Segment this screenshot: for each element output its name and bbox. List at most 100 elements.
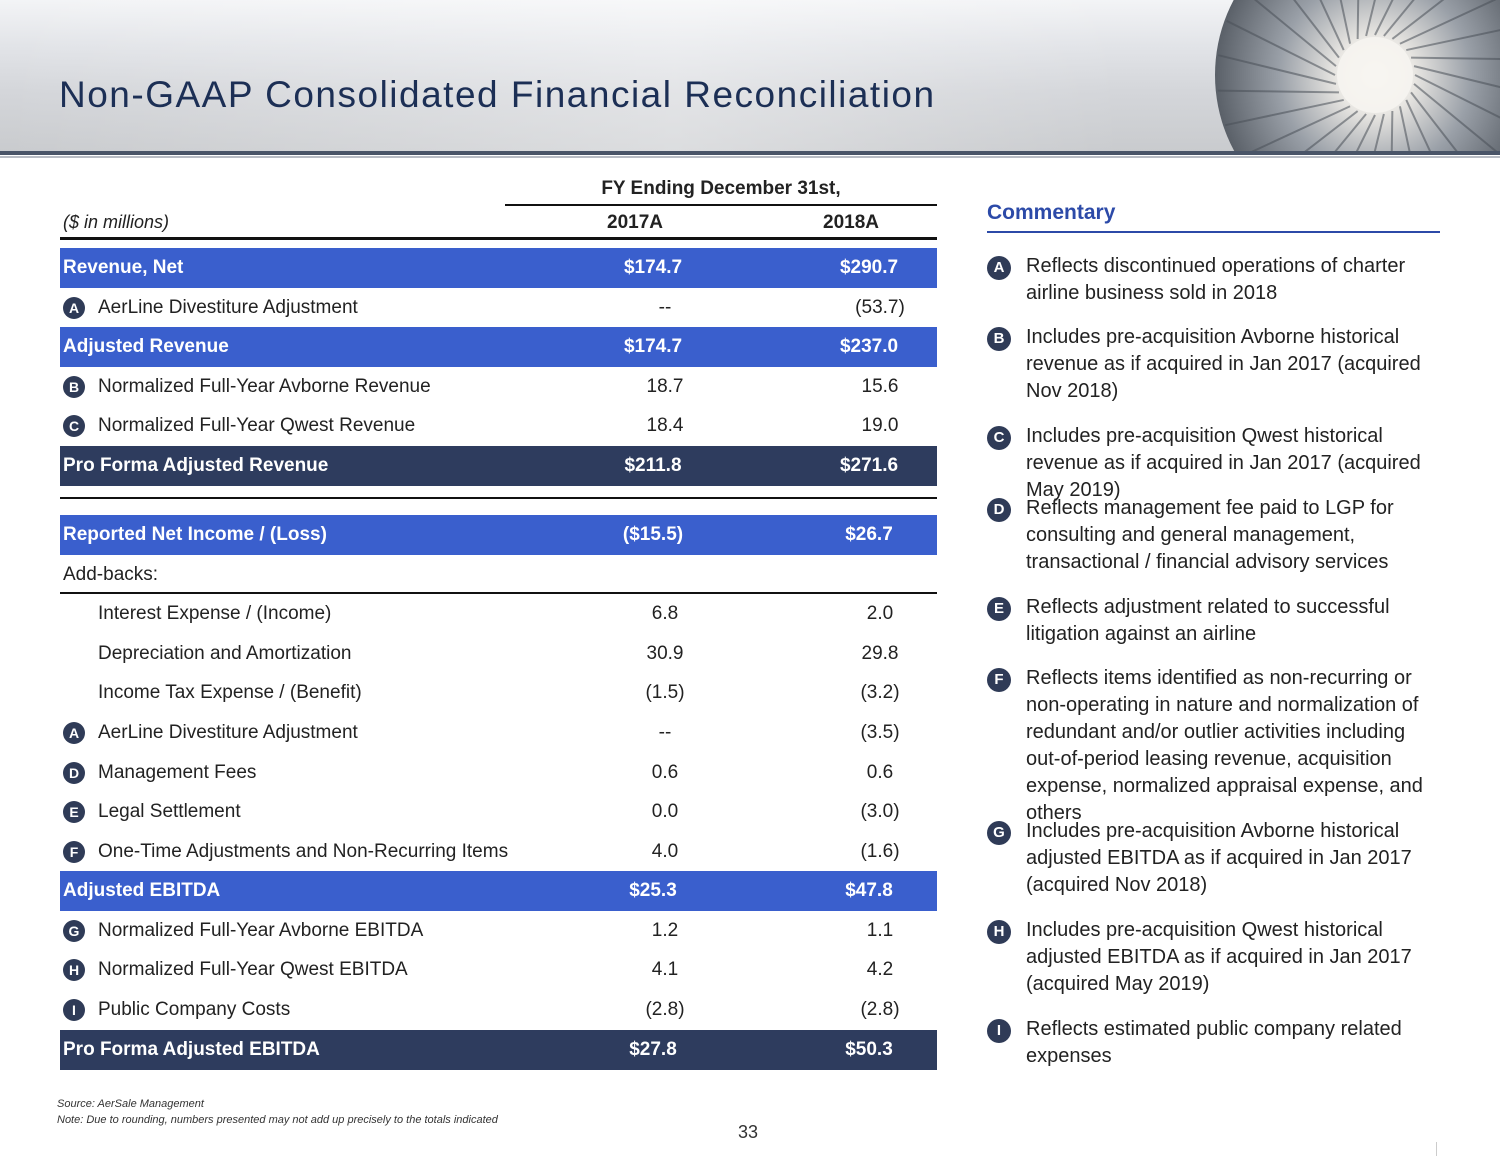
row-label: Reported Net Income / (Loss) [63,524,327,545]
value-2017: (2.8) [645,999,685,1020]
turbine-blade [1356,0,1360,39]
table-row: Pro Forma Adjusted Revenue $211.8 $271.6 [60,446,937,486]
header-rule-light [0,156,1500,158]
footnote-badge: C [63,415,85,437]
value-2017: 6.8 [651,603,679,624]
row-label: Adjusted Revenue [63,336,229,357]
value-2018: $47.8 [845,880,893,901]
value-2017: -- [658,722,672,743]
row-label: Normalized Full-Year Qwest EBITDA [98,959,408,980]
table-row: B Normalized Full-Year Avborne Revenue 18.… [60,367,937,407]
value-2017: 4.1 [651,959,679,980]
row-label: AerLine Divestiture Adjustment [98,297,358,318]
row-label: Depreciation and Amortization [98,643,352,664]
footnote-badge: G [63,920,85,942]
footnote-badge: G [987,821,1011,845]
commentary-text: Includes pre-acquisition Avborne histori… [1026,326,1421,402]
value-2017: 18.4 [646,415,684,436]
turbine-blade [1319,0,1345,51]
period-header: FY Ending December 31st, [601,178,841,199]
turbine-blade [1383,0,1415,37]
footnote-badge: H [63,959,85,981]
turbine-blade [1303,110,1359,152]
commentary-text: Includes pre-acquisition Qwest historica… [1026,919,1412,995]
footnote-badge: D [63,762,85,784]
table-row: I Public Company Costs (2.8) (2.8) [60,990,937,1030]
footnote-badge: D [987,498,1011,522]
commentary-title: Commentary [987,201,1116,224]
turbine-blade [1413,65,1500,89]
turbine-blade [1399,0,1497,45]
value-2018: 19.0 [861,415,899,436]
table-row: A AerLine Divestiture Adjustment -- (53.7) [60,288,937,328]
table-row: Reported Net Income / (Loss) ($15.5) $26.7 [60,515,937,555]
value-2017: $174.7 [623,257,683,278]
value-2018: (2.8) [860,999,900,1020]
value-2017: -- [658,297,672,318]
commentary-text: Reflects discontinued operations of char… [1026,255,1406,304]
value-2018: (3.0) [860,801,900,822]
turbine-blade [1249,105,1351,152]
value-2018: (3.5) [860,722,900,743]
turbine-blades [1217,0,1500,152]
row-label: Management Fees [98,762,257,783]
commentary-text: Reflects estimated public company relate… [1026,1018,1402,1067]
turbine-blade [1406,29,1500,52]
row-label: AerLine Divestiture Adjustment [98,722,358,743]
column-header-2017: 2017A [607,212,663,233]
turbine-blade [1410,91,1459,152]
value-2018: $237.0 [839,336,899,357]
table-row: F One-Time Adjustments and Non-Recurring … [60,832,937,872]
turbine-blade [1374,0,1394,36]
value-2017: 0.0 [651,801,679,822]
turbine-blade [1218,54,1337,85]
value-2018: (3.2) [860,682,900,703]
table-row: C Normalized Full-Year Qwest Revenue 18.4 1… [60,406,937,446]
value-2017: $25.3 [629,880,677,901]
page-title: Non-GAAP Consolidated Financial Reconcil… [59,74,936,115]
corner-mark [1436,1142,1437,1156]
value-2018: 15.6 [861,376,899,397]
footnote-badge: E [63,801,85,823]
header-banner: Non-GAAP Consolidated Financial Reconcil… [0,0,1500,152]
row-label: Public Company Costs [98,999,291,1020]
row-label: Revenue, Net [63,257,184,278]
table-row: G Normalized Full-Year Avborne EBITDA 1.2 1… [60,911,937,951]
footnote-badge: I [63,999,85,1021]
footnote-badge: A [63,297,85,319]
header-rule [0,151,1500,155]
row-label: Pro Forma Adjusted EBITDA [63,1039,320,1060]
row-label: Legal Settlement [98,801,241,822]
table-row: Pro Forma Adjusted EBITDA $27.8 $50.3 [60,1030,937,1070]
value-2018: 4.2 [866,959,894,980]
footnote-badge: A [987,256,1011,280]
turbine-blade [1391,0,1445,40]
table-row: E Legal Settlement 0.0 (3.0) [60,792,937,832]
turbine-blade [1413,83,1499,152]
value-2017: 18.7 [646,376,684,397]
table-row: D Management Fees 0.6 0.6 [60,753,937,793]
row-label: Normalized Full-Year Avborne Revenue [98,376,431,397]
table-row: Add-backs: [60,555,937,595]
value-2017: $174.7 [623,336,683,357]
turbine-blade [1226,19,1336,76]
row-label: Adjusted EBITDA [63,880,221,901]
row-label: Add-backs: [63,564,159,585]
column-header-2018: 2018A [823,212,879,233]
turbine-blade [1411,56,1500,60]
section-divider [60,497,937,499]
row-label: Pro Forma Adjusted Revenue [63,455,329,476]
table-row: Adjusted EBITDA $25.3 $47.8 [60,871,937,911]
table-row: Adjusted Revenue $174.7 $237.0 [60,327,937,367]
turbine-blade [1293,0,1340,59]
value-2017: ($15.5) [622,524,684,545]
footnote-badge: F [987,668,1011,692]
table-top-rule [60,237,937,240]
turbine-blade [1373,113,1385,152]
commentary-text: Reflects adjustment related to successfu… [1026,596,1390,645]
source-note: Source: AerSale Management [57,1098,204,1110]
value-2018: 29.8 [861,643,899,664]
value-2017: (1.5) [645,682,685,703]
row-label: Interest Expense / (Income) [98,603,332,624]
turbine-blade [1224,98,1344,127]
